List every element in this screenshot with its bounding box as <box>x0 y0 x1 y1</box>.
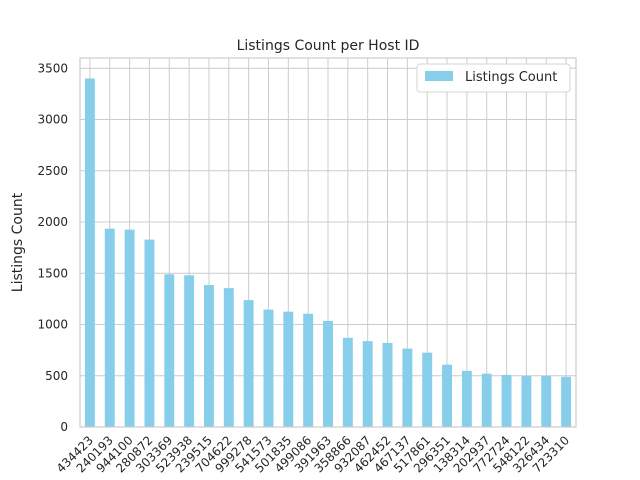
bar <box>184 275 195 427</box>
bar <box>104 228 115 427</box>
bar <box>263 309 274 427</box>
bar <box>461 370 472 427</box>
bar <box>283 311 294 427</box>
legend-box <box>416 63 571 93</box>
legend-label: Listings Count <box>465 70 557 85</box>
bar <box>521 375 532 427</box>
bar <box>144 239 155 427</box>
bar <box>243 300 254 427</box>
axes-frame <box>79 57 577 428</box>
bar <box>382 342 393 427</box>
legend: Listings Count <box>416 63 571 93</box>
y-tick-label: 3500 <box>37 61 68 75</box>
bar <box>204 285 214 427</box>
y-tick-label: 500 <box>45 369 68 383</box>
x-ticks: 4344232401939441002808723033695239382395… <box>54 433 572 475</box>
bar <box>442 364 452 427</box>
legend-swatch <box>425 71 453 81</box>
bar <box>223 288 234 427</box>
y-tick-label: 1500 <box>37 266 68 280</box>
bar <box>481 373 492 427</box>
y-tick-label: 2500 <box>37 164 68 178</box>
y-ticks: 0 500 1000 1500 2000 2500 3000 3500 <box>37 61 68 434</box>
y-tick-label: 3000 <box>37 113 68 127</box>
bar <box>362 341 373 427</box>
y-tick-label: 0 <box>60 420 68 434</box>
chart-title: Listings Count per Host ID <box>237 38 420 54</box>
bar <box>323 320 333 427</box>
bar <box>402 348 413 427</box>
y-tick-label: 1000 <box>37 318 68 332</box>
bar <box>541 375 552 427</box>
bars <box>84 78 572 427</box>
bar <box>342 337 353 427</box>
y-axis-label: Listings Count <box>10 192 26 292</box>
bar <box>164 274 175 427</box>
y-tick-label: 2000 <box>37 215 68 229</box>
bar <box>124 229 135 427</box>
bar <box>84 78 95 427</box>
bar <box>422 352 433 427</box>
bar <box>501 374 512 427</box>
bar <box>561 376 572 427</box>
bar <box>303 313 314 427</box>
